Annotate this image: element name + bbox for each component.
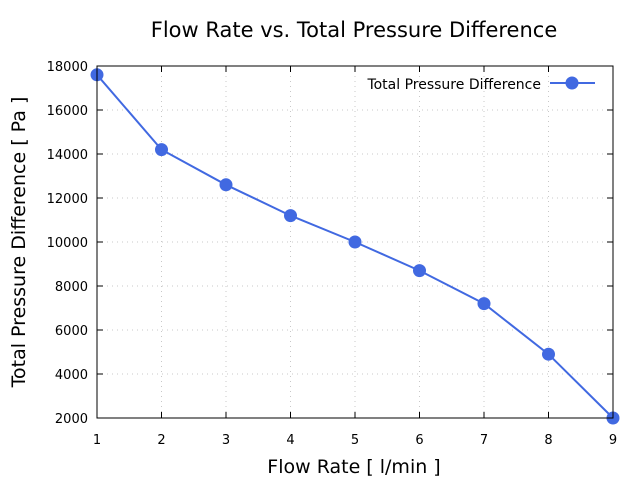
data-point: [284, 209, 297, 223]
x-tick-label: 6: [415, 433, 423, 448]
y-tick-label: 14000: [47, 148, 88, 163]
x-tick-label: 2: [157, 433, 165, 448]
data-point: [413, 264, 426, 278]
data-point: [155, 143, 168, 157]
legend: Total Pressure Difference: [366, 76, 595, 93]
y-axis: 2000 4000 6000 8000 10000 12000 14000 16000 1800…: [47, 60, 613, 427]
x-tick-label: 4: [286, 433, 294, 448]
data-point: [542, 347, 555, 361]
x-tick-label: 8: [544, 433, 552, 448]
x-tick-label: 9: [609, 433, 617, 448]
x-tick-label: 1: [93, 433, 101, 448]
chart-title: Flow Rate vs. Total Pressure Difference: [151, 18, 558, 42]
y-tick-label: 2000: [55, 412, 88, 427]
x-axis: 1 2 3 4 5 6 7 8 9: [93, 66, 617, 448]
y-tick-label: 16000: [47, 104, 88, 119]
y-axis-title: Total Pressure Difference [ Pa ]: [8, 97, 30, 389]
x-tick-label: 7: [480, 433, 488, 448]
y-tick-label: 4000: [55, 368, 88, 383]
data-point: [219, 178, 233, 192]
legend-label: Total Pressure Difference: [366, 77, 541, 93]
data-point: [477, 297, 491, 311]
data-point: [348, 235, 362, 249]
series-layer: [90, 68, 620, 425]
x-tick-label: 3: [222, 433, 230, 448]
y-tick-label: 12000: [47, 192, 88, 207]
y-tick-label: 18000: [47, 60, 88, 75]
legend-marker: [565, 76, 579, 90]
y-tick-label: 10000: [47, 236, 88, 251]
x-tick-label: 5: [351, 433, 359, 448]
x-axis-title: Flow Rate [ l/min ]: [267, 456, 440, 478]
y-tick-label: 6000: [55, 324, 88, 339]
y-tick-label: 8000: [55, 280, 88, 295]
